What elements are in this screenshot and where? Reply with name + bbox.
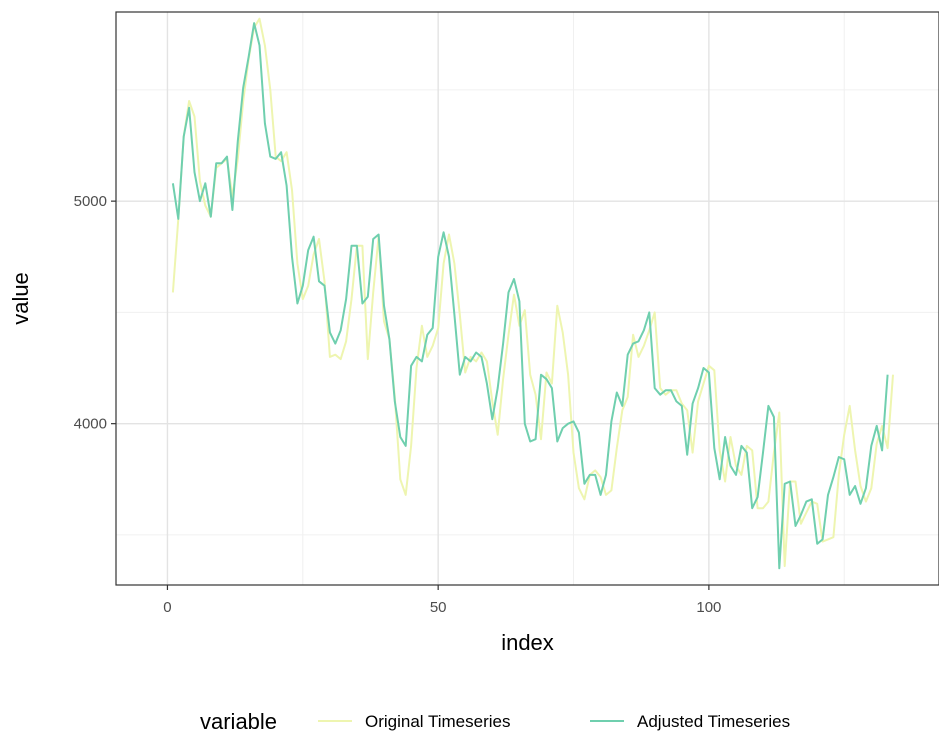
legend-title: variable [200, 709, 277, 734]
x-tick-label: 50 [430, 599, 447, 616]
x-axis: 0 50 100 [163, 585, 721, 616]
series-line-original [171, 17, 894, 568]
legend-label-adjusted: Adjusted Timeseries [637, 712, 790, 731]
plot-panel [115, 11, 939, 586]
x-tick-label: 0 [163, 599, 171, 616]
legend: variable Original Timeseries Adjusted Tim… [200, 709, 790, 734]
series-lines [171, 17, 894, 570]
legend-label-original: Original Timeseries [365, 712, 511, 731]
x-tick-label: 100 [696, 599, 721, 616]
y-tick-label: 4000 [74, 416, 107, 433]
y-tick-label: 5000 [74, 193, 107, 210]
minor-gridlines [116, 12, 939, 585]
y-axis-title: value [8, 272, 33, 325]
series-line-adjusted [171, 22, 889, 570]
major-gridlines [116, 12, 939, 585]
y-axis: 4000 5000 [74, 193, 116, 433]
x-axis-title: index [501, 630, 554, 655]
